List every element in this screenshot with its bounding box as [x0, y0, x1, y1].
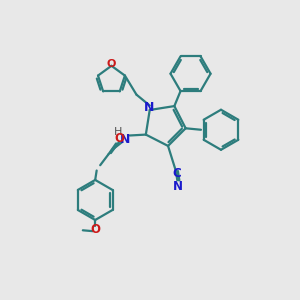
Text: N: N	[144, 101, 154, 114]
Text: O: O	[114, 132, 124, 145]
Text: N: N	[119, 133, 130, 146]
Text: O: O	[107, 59, 116, 69]
Text: C: C	[172, 167, 181, 180]
Text: N: N	[173, 180, 183, 193]
Text: H: H	[114, 127, 122, 137]
Text: O: O	[90, 223, 100, 236]
